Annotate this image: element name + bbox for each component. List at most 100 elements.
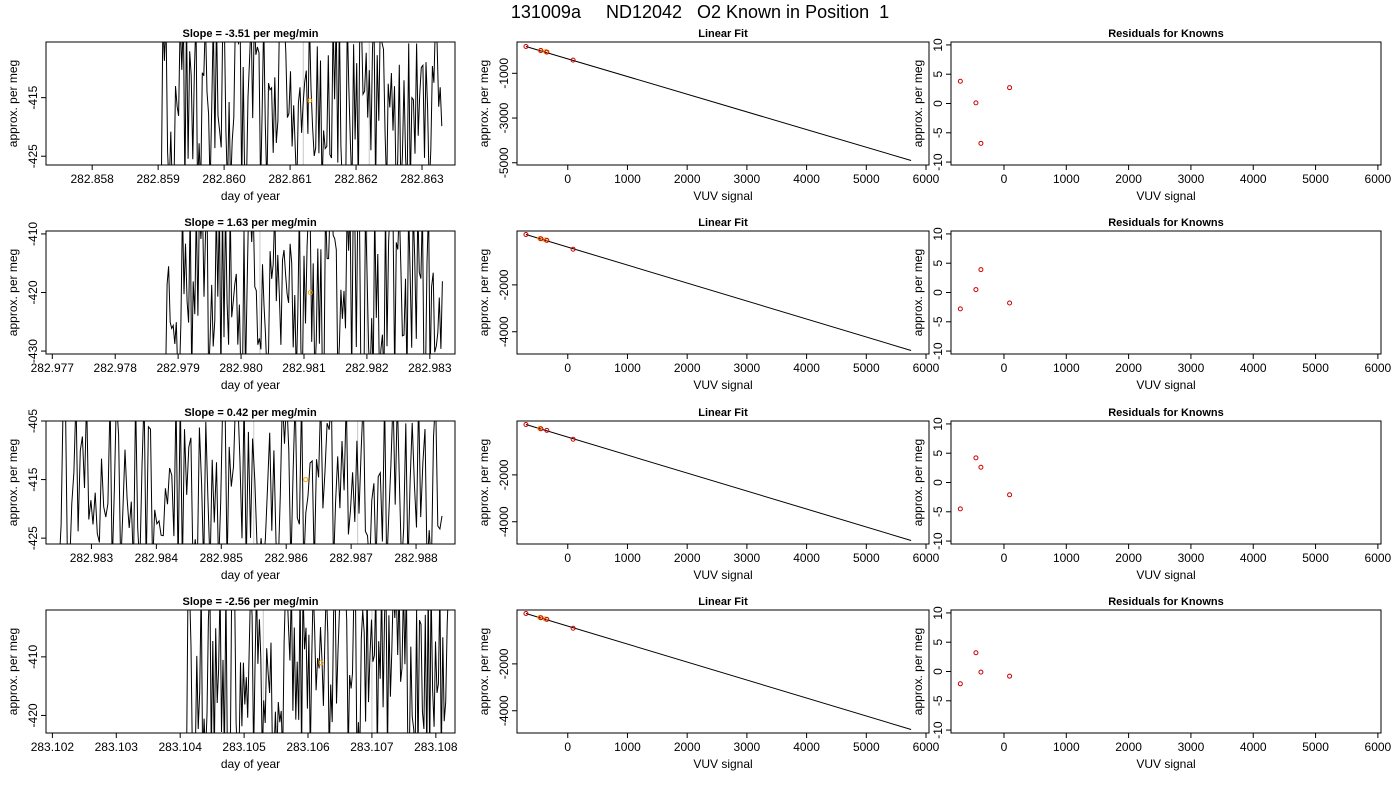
y-axis-label: approx. per meg xyxy=(477,628,491,715)
fit-line xyxy=(525,613,912,730)
x-tick-label: 283.108 xyxy=(414,740,458,754)
x-tick-label: 2000 xyxy=(1115,740,1142,754)
x-tick-label: 283.104 xyxy=(159,740,203,754)
fit-line xyxy=(525,424,912,541)
y-tick-label: 10 xyxy=(931,606,945,620)
x-tick-label: 3000 xyxy=(1178,740,1205,754)
x-axis-label: VUV signal xyxy=(693,757,752,771)
x-tick-label: 0 xyxy=(564,740,571,754)
x-tick-label: 4000 xyxy=(1240,361,1267,375)
panel-1-3: Residuals for Knowns 0 1000 2000 3000 4000 500… xyxy=(911,28,1392,203)
y-tick-label: 10 xyxy=(931,227,945,241)
x-tick-label: 282.981 xyxy=(282,361,326,375)
marker-point xyxy=(318,660,324,666)
panel-title: Slope = -2.56 per meg/min xyxy=(182,596,318,608)
y-tick-label: 5 xyxy=(931,71,945,78)
data-point xyxy=(523,232,529,238)
panel-title: Linear Fit xyxy=(698,28,748,40)
panel-frame xyxy=(45,420,456,545)
data-point xyxy=(523,422,529,428)
x-tick-label: 3000 xyxy=(734,740,761,754)
y-tick-label: -10 xyxy=(931,153,945,171)
x-tick-label: 282.980 xyxy=(219,361,263,375)
x-axis-label: day of year xyxy=(221,757,280,771)
x-tick-label: 282.859 xyxy=(136,172,180,186)
panel-1-1: Slope = -3.51 per meg/min 282.858 282.859 2… xyxy=(6,28,456,203)
x-tick-label: 1000 xyxy=(614,361,641,375)
x-tick-label: 5000 xyxy=(1302,551,1329,565)
x-tick-label: 282.982 xyxy=(345,361,389,375)
x-tick-label: 4000 xyxy=(793,172,820,186)
y-tick-label: 0 xyxy=(931,100,945,107)
panel-frame xyxy=(950,420,1382,545)
x-tick-label: 282.862 xyxy=(334,172,378,186)
panel-title: Residuals for Knowns xyxy=(1108,407,1224,419)
x-tick-label: 282.985 xyxy=(200,551,244,565)
x-tick-label: 0 xyxy=(1001,551,1008,565)
x-tick-label: 4000 xyxy=(1240,551,1267,565)
x-tick-label: 282.860 xyxy=(202,172,246,186)
x-axis-label: day of year xyxy=(221,378,280,392)
x-tick-label: 0 xyxy=(564,172,571,186)
panel-title: Slope = -3.51 per meg/min xyxy=(182,28,318,40)
y-tick-label: 0 xyxy=(931,668,945,675)
x-tick-label: 282.984 xyxy=(135,551,179,565)
data-point xyxy=(544,616,550,622)
data-point xyxy=(978,140,984,146)
plot-area xyxy=(523,43,912,162)
x-tick-label: 4000 xyxy=(793,740,820,754)
x-tick-label: 5000 xyxy=(853,361,880,375)
x-tick-label: 4000 xyxy=(793,551,820,565)
x-tick-label: 283.107 xyxy=(350,740,394,754)
data-point xyxy=(973,650,979,656)
x-tick-label: 5000 xyxy=(853,740,880,754)
x-tick-label: 6000 xyxy=(1365,740,1392,754)
panel-frame xyxy=(45,230,456,355)
x-tick-label: 2000 xyxy=(674,551,701,565)
y-tick-label: -2000 xyxy=(497,459,511,490)
x-tick-label: 5000 xyxy=(853,172,880,186)
x-tick-label: 283.103 xyxy=(95,740,139,754)
x-axis-label: day of year xyxy=(221,189,280,203)
data-point xyxy=(570,57,576,63)
x-tick-label: 282.987 xyxy=(329,551,373,565)
plot-area xyxy=(523,611,912,730)
y-tick-label: 0 xyxy=(931,479,945,486)
x-tick-label: 282.988 xyxy=(394,551,438,565)
data-point xyxy=(973,455,979,461)
data-point xyxy=(1007,492,1013,498)
x-tick-label: 2000 xyxy=(674,172,701,186)
data-point xyxy=(957,306,963,312)
x-tick-label: 3000 xyxy=(1178,172,1205,186)
plot-area xyxy=(165,231,443,354)
x-tick-label: 283.105 xyxy=(222,740,266,754)
x-tick-label: 5000 xyxy=(1302,172,1329,186)
marker-point xyxy=(303,477,309,483)
y-tick-label: -5 xyxy=(931,695,945,706)
panel-2-3: Residuals for Knowns 0 1000 2000 3000 4000 500… xyxy=(911,217,1392,392)
y-tick-label: -410 xyxy=(26,645,40,669)
y-axis-label: approx. per meg xyxy=(911,60,925,147)
data-point xyxy=(523,611,529,617)
x-tick-label: 6000 xyxy=(913,172,940,186)
y-tick-label: -5 xyxy=(931,506,945,517)
data-point xyxy=(538,426,544,432)
y-tick-label: 10 xyxy=(931,417,945,431)
y-tick-label: -2000 xyxy=(497,269,511,300)
x-tick-label: 6000 xyxy=(913,740,940,754)
panel-frame xyxy=(950,609,1382,734)
x-tick-label: 282.978 xyxy=(94,361,138,375)
data-point xyxy=(957,681,963,687)
y-axis-label: approx. per meg xyxy=(6,249,20,336)
panel-4-2: Linear Fit 0 1000 2000 3000 4000 5000 6000 -2000… xyxy=(477,596,940,771)
data-point xyxy=(538,236,544,242)
y-tick-label: -10 xyxy=(931,342,945,360)
x-tick-label: 6000 xyxy=(913,361,940,375)
y-axis-label: approx. per meg xyxy=(911,439,925,526)
x-axis-label: day of year xyxy=(221,568,280,582)
panel-frame xyxy=(516,609,930,734)
y-tick-label: -10 xyxy=(931,532,945,550)
x-tick-label: 283.102 xyxy=(31,740,75,754)
y-tick-label: -420 xyxy=(26,703,40,727)
x-tick-label: 6000 xyxy=(1365,551,1392,565)
